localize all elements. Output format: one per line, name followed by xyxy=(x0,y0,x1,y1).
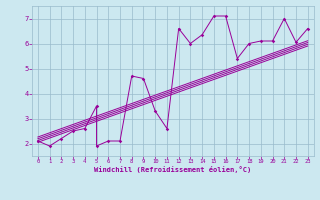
X-axis label: Windchill (Refroidissement éolien,°C): Windchill (Refroidissement éolien,°C) xyxy=(94,166,252,173)
